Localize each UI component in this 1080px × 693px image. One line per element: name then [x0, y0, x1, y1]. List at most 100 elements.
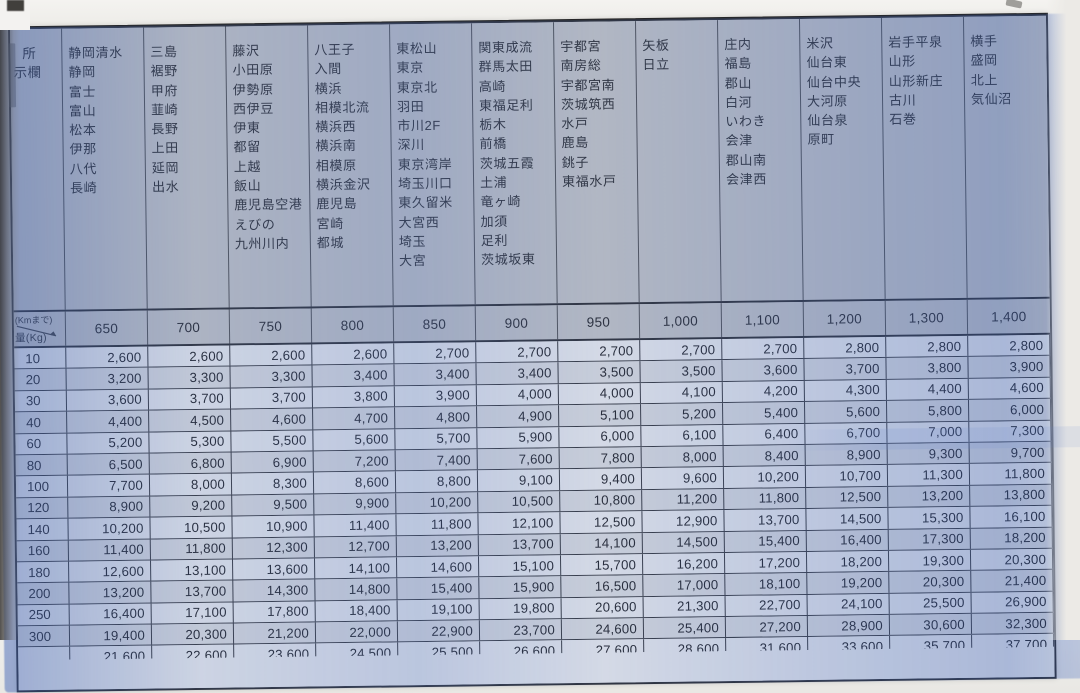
photographed-page: 所示欄 静岡清水 静岡 富士 富山 松本 伊那 八代 長崎 三島 裾野 甲府 韮崎 長野 上田 延岡 出水 藤沢小…	[0, 0, 1080, 640]
rate-cell: 17,200	[724, 551, 808, 574]
rate-cell: 15,100	[478, 555, 562, 577]
rate-cell: 22,600	[152, 644, 235, 661]
rate-cell: 18,200	[806, 550, 890, 573]
rate-cell: 11,400	[68, 539, 151, 561]
city-name: 矢板	[642, 37, 670, 54]
rate-cell: 18,200	[970, 527, 1053, 549]
city-name: 深川	[397, 137, 425, 153]
rate-cell: 11,400	[314, 514, 397, 536]
rate-cell: 14,100	[560, 532, 643, 555]
rate-cell: 11,800	[150, 538, 233, 560]
rate-cell: 4,600	[968, 377, 1051, 400]
city-column-1300: 岩手平泉 山形 山形新庄 古川 石巻	[881, 16, 968, 299]
weight-cell: 120	[16, 497, 69, 519]
city-name: 伊那	[69, 141, 97, 158]
rate-cell: 2,800	[886, 335, 969, 358]
rate-cell: 6,000	[559, 425, 642, 448]
rate-cell: 26,600	[480, 640, 563, 659]
city-name: 鹿児島	[316, 196, 358, 212]
city-name: 九州川内	[234, 235, 290, 252]
city-name: 都留	[233, 139, 261, 155]
city-column-750: 藤沢 小田原 伊勢原 西伊豆 伊東 都留 上越 飯山 鹿児島空港 えびの 九州川内	[226, 25, 312, 308]
city-name: 郡山	[724, 75, 753, 91]
city-name: 上田	[151, 140, 179, 157]
rate-cell: 12,900	[642, 510, 725, 532]
city-name: 高崎	[478, 78, 507, 94]
city-name: 北上	[970, 72, 999, 88]
city-name: 水戸	[561, 115, 589, 132]
city-name: 埼玉	[398, 233, 427, 250]
city-name: 茨城筑西	[560, 96, 616, 113]
city-name: 長崎	[70, 180, 98, 196]
rate-cell: 13,600	[232, 558, 316, 580]
km-kg-corner-cell: (Kmまで) 量(Kg)	[13, 311, 67, 347]
rate-cell: 8,300	[231, 472, 315, 495]
rate-cell: 25,400	[643, 617, 727, 639]
rate-cell: 9,700	[969, 441, 1052, 464]
city-column-950: 宇都宮 南房総 宇都宮南 茨城筑西 水戸 鹿島 銚子 東福水戸	[553, 21, 640, 304]
rate-cell: 4,600	[231, 408, 314, 431]
rate-cell: 14,300	[233, 579, 316, 602]
weight-cell: 30	[14, 390, 68, 412]
rate-cell: 21,600	[70, 646, 153, 661]
city-name: 西伊豆	[233, 100, 275, 117]
rate-cell: 17,800	[233, 601, 316, 623]
rate-cell: 5,500	[231, 429, 314, 452]
rate-cell: 35,700	[890, 635, 973, 653]
city-name: 群馬太田	[478, 58, 534, 75]
rate-cell: 2,600	[148, 345, 231, 367]
city-name: 南房総	[560, 57, 602, 74]
city-column-1400: 横手 盛岡 北上 気仙沼	[964, 16, 1050, 298]
rate-cell: 13,700	[478, 533, 561, 556]
city-name: 横浜	[314, 80, 343, 96]
rate-cell: 19,400	[69, 624, 153, 647]
city-name: 仙台中央	[806, 73, 862, 90]
rate-cell: 8,000	[149, 473, 233, 496]
rate-cell: 20,300	[889, 571, 972, 593]
rate-cell: 6,800	[149, 452, 232, 474]
rate-cell: 3,700	[148, 388, 232, 410]
rate-cell: 16,400	[806, 529, 889, 551]
rate-cell: 10,700	[805, 465, 889, 487]
rate-cell: 2,700	[394, 342, 477, 364]
rate-cell: 16,200	[642, 552, 726, 575]
rate-cell: 7,800	[559, 447, 642, 469]
rate-rows: 10 2,600 2,600 2,600 2,600 2,700 2,700 2,700 2,7…	[14, 334, 1055, 691]
city-name: 宇都宮南	[560, 77, 616, 93]
diagonal-arrow-icon	[16, 325, 57, 337]
rate-cell: 15,300	[888, 506, 971, 529]
rate-cell: 3,400	[312, 364, 395, 387]
city-name: 横浜西	[315, 119, 357, 135]
rate-cell: 15,700	[560, 554, 644, 576]
city-name: えびの	[234, 216, 276, 233]
rate-cell: 5,300	[149, 431, 232, 453]
city-name: 原町	[807, 132, 835, 148]
rate-cell: 20,300	[151, 623, 235, 646]
city-name: 裾野	[150, 63, 178, 79]
rate-cell: 13,200	[888, 485, 971, 508]
city-column-850: 東松山 東京 東京北 羽田 市川2F 深川 東京湾岸 埼玉川口 東久留米 大宮西 埼玉 大宮	[390, 23, 476, 306]
distance-header-row: (Kmまで) 量(Kg) 650 700 750 800 850 900 950 1,000 1,1…	[13, 298, 1051, 349]
city-name: 静岡	[68, 64, 96, 80]
rate-cell: 22,900	[397, 620, 481, 642]
rate-cell: 16,400	[69, 603, 152, 625]
city-column-1100: 庄内 福島 郡山 白河 いわき 会津 郡山南 会津西	[717, 19, 804, 302]
rate-cell: 12,100	[478, 512, 561, 534]
rate-cell: 10,900	[232, 515, 315, 538]
rate-cell: 4,900	[477, 405, 560, 427]
city-name: 茨城坂東	[481, 251, 536, 268]
rate-cell: 9,400	[559, 468, 643, 490]
rate-cell: 10,800	[560, 489, 643, 512]
rate-cell: 8,800	[395, 470, 479, 493]
rate-cell: 3,300	[230, 365, 313, 388]
rate-cell: 32,300	[971, 612, 1055, 635]
rate-cell: 25,500	[398, 641, 481, 660]
rate-cell: 3,700	[230, 387, 314, 409]
rate-cell: 3,800	[312, 386, 396, 408]
rate-cell: 17,100	[151, 602, 234, 624]
rate-cell: 18,100	[725, 573, 808, 595]
rate-cell: 14,500	[642, 531, 725, 554]
weight-cell: 10	[14, 347, 67, 369]
rate-cell: 13,800	[970, 484, 1053, 506]
rate-cell: 3,200	[66, 367, 149, 390]
